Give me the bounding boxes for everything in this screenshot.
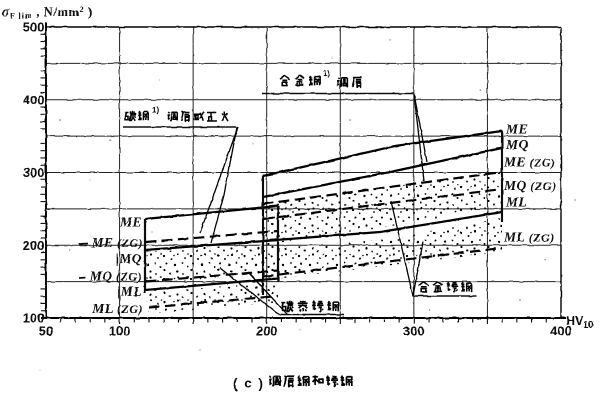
- svg-text:300: 300: [403, 324, 425, 339]
- svg-text:1): 1): [323, 69, 330, 78]
- svg-text:200: 200: [256, 324, 278, 339]
- svg-text:|MQ: |MQ: [116, 251, 142, 266]
- svg-text:100: 100: [23, 311, 45, 326]
- svg-text:500: 500: [23, 20, 45, 35]
- svg-text:σF lim , N/mm2 ): σF lim , N/mm2 ): [2, 4, 93, 21]
- svg-text:400: 400: [23, 92, 45, 107]
- svg-text:1): 1): [152, 106, 159, 115]
- svg-text:MQ: MQ: [505, 137, 529, 152]
- svg-text:ME: ME: [505, 122, 528, 137]
- svg-text:ME: ME: [119, 215, 142, 230]
- svg-text:ML (ZG): ML (ZG): [91, 301, 143, 316]
- svg-text:ME (ZG): ME (ZG): [503, 155, 556, 170]
- svg-text:100: 100: [109, 324, 131, 339]
- svg-text:( c ): ( c ): [233, 376, 265, 391]
- svg-text:MQ (ZG): MQ (ZG): [89, 269, 142, 284]
- svg-text:400: 400: [550, 324, 572, 339]
- svg-text:ME (ZG): ME (ZG): [90, 235, 143, 250]
- svg-text:ML: ML: [505, 195, 527, 210]
- svg-text:MQ (ZG): MQ (ZG): [503, 178, 556, 193]
- svg-text:|ML: |ML: [117, 284, 142, 299]
- svg-text:200: 200: [23, 238, 45, 253]
- svg-text:ML (ZG): ML (ZG): [503, 230, 555, 245]
- svg-text:300: 300: [23, 165, 45, 180]
- svg-text:50: 50: [39, 324, 53, 339]
